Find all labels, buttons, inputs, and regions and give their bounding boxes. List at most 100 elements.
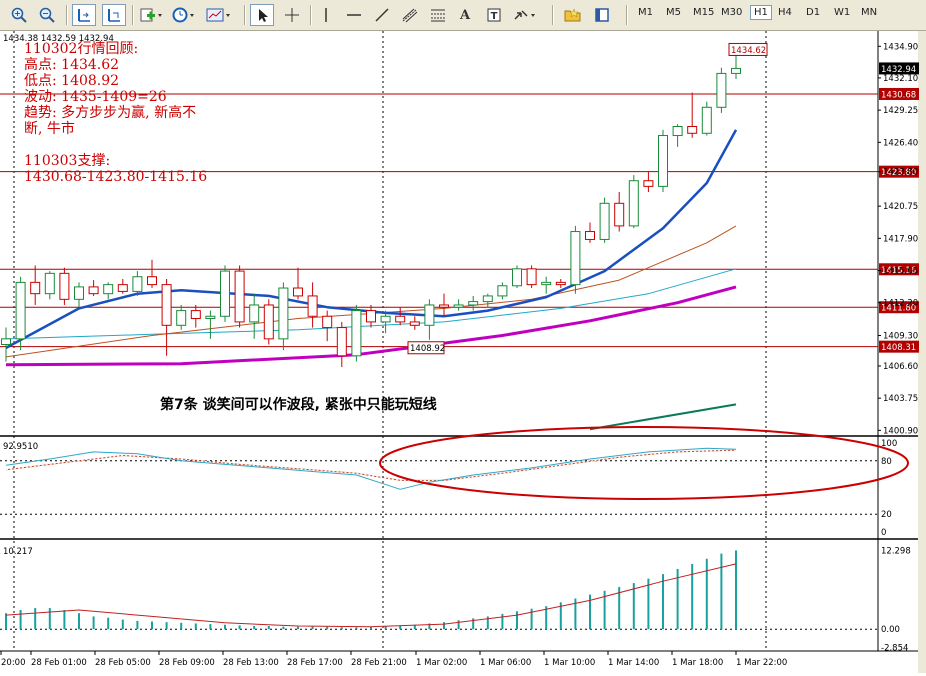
- timeframe-w1[interactable]: W1: [834, 7, 851, 18]
- candle-body: [176, 310, 187, 326]
- new-order-icon[interactable]: [138, 4, 166, 26]
- time-axis-label: 1 Mar 14:00: [608, 658, 659, 668]
- price-axis-label: 1417.90: [883, 234, 918, 244]
- chart-window[interactable]: 1430.68 1423.80 1415.16 1411.80 1408.31 1434.…: [0, 31, 926, 673]
- candle-body: [468, 301, 479, 306]
- toolbar-separator: [132, 5, 134, 25]
- candle-body: [541, 281, 552, 286]
- price-axis-label: 1415.05: [883, 267, 918, 277]
- timeframe-m1[interactable]: M1: [638, 7, 653, 18]
- stochastic-signal-line: [5, 449, 737, 481]
- candle-body: [512, 268, 522, 287]
- price-level-tag: [879, 165, 919, 178]
- ma-slow-line: [5, 285, 737, 367]
- clock-icon[interactable]: [170, 4, 198, 26]
- time-axis-label: 1 Mar 06:00: [480, 658, 531, 668]
- toolbar-separator: [626, 5, 628, 25]
- timeframe-mn[interactable]: MN: [861, 7, 878, 18]
- annotation-line: 1430.68-1423.80-1415.16: [24, 169, 208, 185]
- auto-scroll-icon[interactable]: [102, 4, 126, 26]
- timeframe-m30[interactable]: M30: [721, 7, 743, 18]
- price-level-tag: [879, 87, 919, 100]
- timeframe-d1[interactable]: D1: [806, 7, 821, 18]
- trend-line-icon[interactable]: [370, 4, 394, 26]
- chart-scrollbar: [918, 31, 926, 673]
- zoom-out-icon[interactable]: [36, 4, 58, 26]
- candle-body: [88, 286, 99, 295]
- price-level-tag: [879, 340, 919, 353]
- fibonacci-icon[interactable]: [426, 4, 450, 26]
- current-price-label: 1432.94: [881, 65, 916, 75]
- price-axis-label: 1434.90: [883, 42, 918, 52]
- svg-text:T: T: [491, 11, 498, 22]
- current-price-tag: [879, 62, 919, 75]
- window-icon[interactable]: [590, 4, 614, 26]
- stochastic-level-label: 100: [881, 439, 897, 449]
- folder-icon[interactable]: [560, 4, 586, 26]
- timeframe-m15[interactable]: M15: [693, 7, 715, 18]
- candle-body: [424, 304, 435, 326]
- annotation-line: 110302行情回顾:: [24, 41, 139, 57]
- candle-body: [220, 270, 230, 317]
- crosshair-icon[interactable]: [280, 4, 304, 26]
- candle-body: [439, 304, 449, 308]
- timeframe-h4[interactable]: H4: [778, 7, 792, 18]
- candle-body: [351, 310, 362, 357]
- candle-body: [366, 310, 376, 323]
- horizontal-line-icon[interactable]: [342, 4, 366, 26]
- zoom-in-icon[interactable]: [8, 4, 30, 26]
- candle-body: [161, 284, 172, 326]
- annotation-line: 110303支撑:: [24, 153, 111, 169]
- candle-body: [658, 135, 668, 187]
- highlight-ellipse: [379, 426, 909, 500]
- timeframe-m5[interactable]: M5: [666, 7, 681, 18]
- annotation-line: [24, 137, 207, 153]
- low-price-label: 1408.92: [410, 344, 445, 354]
- chart-shift-icon[interactable]: [72, 4, 96, 26]
- candle-body: [30, 281, 41, 295]
- candle-body: [278, 287, 289, 340]
- price-level-tag: [879, 301, 919, 314]
- candle-body: [249, 304, 260, 323]
- candle-body: [628, 180, 639, 227]
- price-axis-label: 1432.10: [883, 74, 918, 84]
- text-icon[interactable]: A: [454, 4, 476, 26]
- timeframe-h1[interactable]: H1: [750, 5, 772, 20]
- candle-body: [585, 231, 595, 240]
- candle-body: [1, 338, 11, 346]
- toolbar-separator: [66, 5, 68, 25]
- candle-body: [15, 281, 26, 340]
- cursor-icon[interactable]: [250, 4, 274, 26]
- candle-body: [190, 310, 201, 320]
- time-axis-label: 20:00: [1, 658, 26, 668]
- price-axis-label: 1429.25: [883, 106, 918, 116]
- price-chart[interactable]: 1430.68 1423.80 1415.16 1411.80 1408.31 1434.…: [0, 31, 926, 673]
- text-label-icon[interactable]: T: [482, 4, 506, 26]
- price-level-label: 1430.68: [881, 90, 916, 100]
- candle-body: [526, 268, 537, 286]
- templates-icon[interactable]: [204, 4, 234, 26]
- candle-body: [103, 284, 114, 295]
- arrows-icon[interactable]: [510, 4, 540, 26]
- drawn-trendline: [589, 403, 737, 431]
- price-axis-label: 1406.60: [883, 362, 918, 372]
- price-axis-label: 1420.75: [883, 202, 918, 212]
- candle-body: [570, 231, 581, 286]
- vertical-line-icon[interactable]: [314, 4, 338, 26]
- price-axis-label: 1412.20: [883, 299, 918, 309]
- candle-body: [117, 284, 128, 292]
- time-axis-label: 1 Mar 18:00: [672, 658, 723, 668]
- annotation-line: 低点: 1408.92: [24, 73, 120, 89]
- market-review-annotation: 110302行情回顾: 高点: 1434.62 低点: 1408.92 波动: 143…: [24, 41, 207, 185]
- channel-icon[interactable]: [398, 4, 422, 26]
- volume-header: 10.217: [3, 547, 33, 557]
- time-axis-label: 28 Feb 13:00: [223, 658, 279, 668]
- candle-body: [731, 67, 741, 74]
- price-axis-label: 1426.40: [883, 138, 918, 148]
- candle-body: [482, 295, 493, 303]
- annotation-line: 波动: 1435-1409=26: [24, 89, 167, 105]
- low-price-tag: [407, 341, 445, 355]
- time-axis-label: 28 Feb 17:00: [287, 658, 343, 668]
- high-price-tag: [728, 42, 768, 56]
- time-axis-label: 1 Mar 10:00: [544, 658, 595, 668]
